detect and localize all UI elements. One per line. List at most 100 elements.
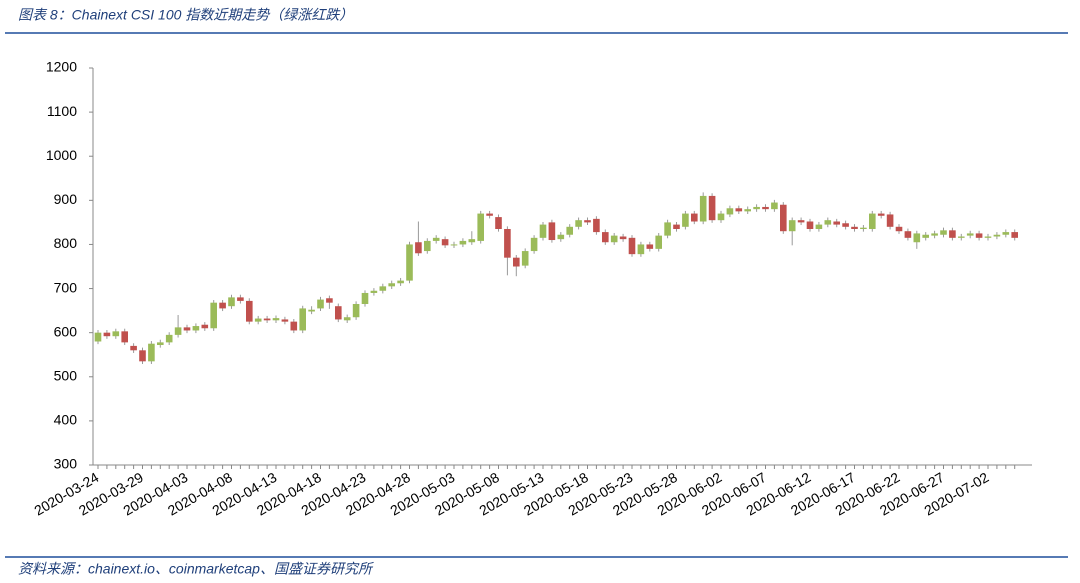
candle-body [993,234,1001,237]
candle-body [388,283,395,287]
candle-body [708,195,716,221]
candle-body [593,218,600,233]
candle-body [610,235,618,243]
candle-body [450,244,458,246]
candle-body [415,242,422,254]
candle-body [157,342,164,346]
candle-body [548,222,556,241]
candle-body [130,345,137,351]
candle-body [201,324,209,329]
candle-body [699,195,707,222]
candle-body [966,233,974,236]
candle-body [877,213,885,216]
candle-body [851,226,858,230]
candle-body [459,240,467,245]
candle-body [317,299,324,309]
candle-body [468,239,476,243]
candle-body [780,204,787,232]
candle-body [628,237,636,255]
candle-body [361,292,369,304]
candle-body [246,300,253,322]
candle-body [370,290,378,293]
y-tick-label: 600 [54,323,78,339]
candle-body [521,251,529,266]
candle-body [575,220,582,227]
candle-body [539,224,547,238]
candle-body [682,213,689,227]
header-title: 图表 8：Chainext CSI 100 指数近期走势（绿涨红跌） [18,7,353,23]
candle-body [477,213,484,241]
candle-body [343,317,351,321]
candle-body [441,239,449,246]
candle-body [513,257,520,267]
candle-body [94,332,102,342]
candle-body [326,298,333,303]
candle-body [895,226,903,232]
candle-body [566,226,573,235]
candle-body [1011,232,1018,238]
candle-body [753,206,760,210]
y-tick-label: 1000 [46,147,77,163]
y-tick-label: 400 [54,412,78,428]
candle-body [432,237,440,241]
candle-body [103,332,111,337]
candle-body [165,334,173,343]
candle-body [192,326,200,331]
y-tick-label: 800 [54,235,78,251]
candle-body [210,302,217,329]
candle-body [290,321,298,331]
candle-body [272,318,280,321]
candle-body [931,233,938,236]
candle-body [949,230,956,238]
candle-body [121,331,128,343]
candle-body [424,240,431,252]
candle-body [228,297,235,307]
candle-body [619,236,627,240]
candle-body [148,343,155,362]
candle-body [530,237,538,252]
candle-body [584,220,591,223]
candle-body [860,227,867,230]
footer-source: 资料来源：chainext.io、coinmarketcap、国盛证券研究所 [18,561,374,577]
candle-body [254,318,262,322]
y-tick-label: 300 [54,456,78,472]
candle-body [406,244,413,281]
candle-body [183,327,191,331]
candle-body [940,230,947,235]
candle-body [771,202,778,210]
candle-body [504,229,511,258]
candle-body [886,214,894,227]
candle-body [788,220,796,232]
candle-body [646,244,654,249]
candle-body [726,208,734,215]
candle-body [735,208,743,212]
candle-body [797,220,805,223]
candle-body [379,286,387,291]
candle-body [922,234,929,238]
candle-body [904,231,912,238]
chart: 3004005006007008009001000110012002020-03… [31,59,1032,519]
candle-body [984,236,992,238]
candle-body [308,309,315,312]
candle-body [299,308,306,331]
candle-body [762,206,769,210]
candle-body [263,318,271,321]
candle-body [824,220,832,225]
candle-body [112,331,120,337]
candle-body [352,303,360,318]
y-tick-label: 500 [54,367,78,383]
candle-body [397,280,404,284]
y-tick-label: 700 [54,279,78,295]
candle-body [664,222,671,236]
y-tick-label: 1200 [46,59,77,75]
candle-body [673,224,680,230]
candle-body [335,306,342,320]
candle-body [237,297,244,301]
candle-body [842,223,849,227]
candle-body [833,221,840,225]
candle-body [139,350,146,362]
candle-body [975,233,983,238]
candle-body [1002,232,1010,235]
candle-body [495,217,502,230]
